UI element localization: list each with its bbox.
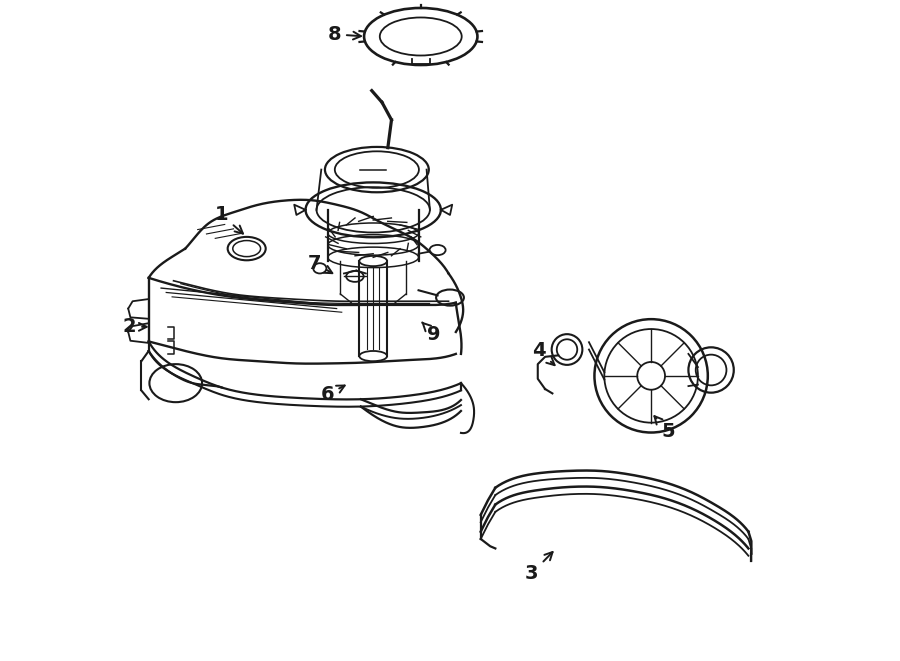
Text: 1: 1 — [215, 206, 243, 233]
Ellipse shape — [436, 290, 464, 305]
Text: 8: 8 — [328, 25, 361, 44]
Text: 3: 3 — [526, 552, 553, 583]
Text: 7: 7 — [308, 254, 332, 273]
Text: 9: 9 — [422, 323, 441, 344]
Text: 5: 5 — [654, 416, 675, 441]
Text: 2: 2 — [123, 317, 147, 336]
Text: 4: 4 — [533, 342, 554, 365]
Text: 6: 6 — [320, 385, 345, 405]
